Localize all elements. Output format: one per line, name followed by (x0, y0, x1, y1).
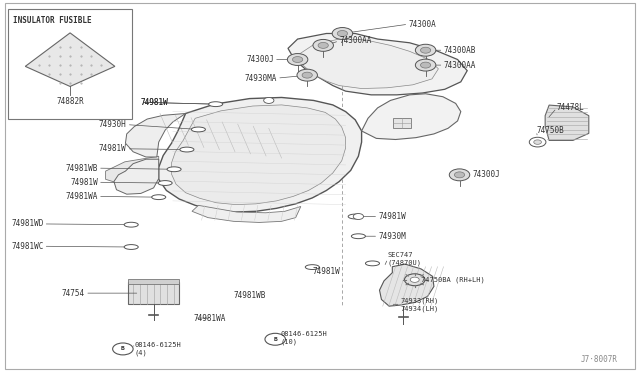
Bar (128, 282, 179, 304)
Polygon shape (114, 159, 159, 194)
Text: 74300J: 74300J (246, 55, 274, 64)
Ellipse shape (191, 127, 205, 132)
Circle shape (410, 277, 419, 282)
Text: 74981WC: 74981WC (11, 242, 44, 251)
Ellipse shape (180, 147, 194, 152)
Ellipse shape (124, 222, 138, 227)
Text: 74478L: 74478L (557, 103, 584, 112)
Text: 74981WA: 74981WA (65, 192, 98, 201)
Text: J7·8007R: J7·8007R (580, 355, 618, 364)
Text: 74981W: 74981W (99, 144, 127, 153)
Circle shape (318, 42, 328, 48)
Text: 74754: 74754 (62, 289, 85, 298)
Text: 74981W: 74981W (378, 212, 406, 221)
Polygon shape (125, 113, 186, 157)
Text: B: B (121, 346, 125, 352)
Bar (128, 279, 179, 284)
Text: 74750B: 74750B (536, 126, 564, 135)
Polygon shape (106, 156, 159, 185)
Circle shape (415, 44, 436, 56)
Text: 08146-6125H
(4): 08146-6125H (4) (134, 342, 181, 356)
Text: B: B (273, 337, 277, 342)
Text: 74981W: 74981W (312, 267, 340, 276)
Circle shape (337, 31, 348, 36)
Ellipse shape (365, 261, 380, 266)
Polygon shape (25, 33, 115, 86)
Circle shape (420, 62, 431, 68)
Text: 74300J: 74300J (472, 170, 500, 179)
Circle shape (287, 54, 308, 65)
Text: 74981WB: 74981WB (234, 291, 266, 300)
Polygon shape (362, 94, 461, 140)
Circle shape (454, 172, 465, 178)
Ellipse shape (167, 167, 181, 172)
Polygon shape (288, 33, 467, 95)
Circle shape (449, 169, 470, 181)
Ellipse shape (124, 245, 138, 250)
Circle shape (297, 69, 317, 81)
Bar (8, 9, 132, 119)
Polygon shape (545, 105, 589, 140)
Text: 74933(RH)
74934(LH): 74933(RH) 74934(LH) (401, 297, 439, 311)
Text: 74300AB: 74300AB (444, 46, 476, 55)
Circle shape (302, 72, 312, 78)
Text: 74300AA: 74300AA (339, 36, 372, 45)
Circle shape (404, 274, 425, 286)
Ellipse shape (305, 265, 319, 270)
Text: 08146-6125H
(10): 08146-6125H (10) (280, 331, 327, 345)
Ellipse shape (348, 214, 362, 219)
Ellipse shape (152, 195, 166, 199)
Text: 74882R: 74882R (56, 97, 84, 106)
Text: SEC747
(74870U): SEC747 (74870U) (388, 251, 422, 266)
Polygon shape (192, 205, 301, 222)
Circle shape (265, 333, 285, 345)
Text: 74981WB: 74981WB (65, 164, 98, 173)
Text: 74750BA (RH+LH): 74750BA (RH+LH) (421, 276, 485, 283)
Polygon shape (380, 264, 434, 306)
Ellipse shape (351, 234, 365, 239)
Circle shape (113, 343, 133, 355)
Text: 74981WD: 74981WD (11, 219, 44, 228)
Circle shape (420, 47, 431, 53)
Circle shape (353, 214, 364, 219)
Text: 74981W: 74981W (141, 98, 168, 107)
Text: 74981W: 74981W (141, 98, 168, 107)
Circle shape (415, 59, 436, 71)
Polygon shape (172, 105, 346, 205)
Text: 74300AA: 74300AA (444, 61, 476, 70)
Circle shape (529, 137, 546, 147)
Text: 74930M: 74930M (378, 232, 406, 241)
Circle shape (292, 57, 303, 62)
Text: 74981W: 74981W (70, 178, 98, 187)
Circle shape (313, 39, 333, 51)
Text: 74930MA: 74930MA (244, 74, 277, 83)
Circle shape (534, 140, 541, 144)
Bar (393, 118, 411, 128)
Ellipse shape (158, 180, 172, 186)
Circle shape (264, 97, 274, 103)
Circle shape (332, 28, 353, 39)
Polygon shape (300, 39, 438, 89)
Polygon shape (159, 97, 362, 212)
Text: 74300A: 74300A (408, 20, 436, 29)
Text: 74981WA: 74981WA (194, 314, 227, 323)
Ellipse shape (209, 102, 223, 106)
Text: INSULATOR FUSIBLE: INSULATOR FUSIBLE (13, 16, 92, 25)
Text: 74930H: 74930H (99, 120, 127, 129)
